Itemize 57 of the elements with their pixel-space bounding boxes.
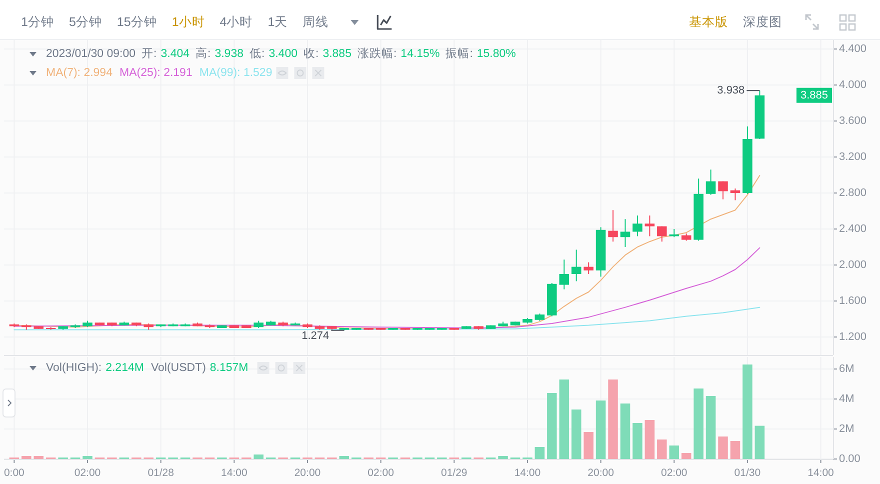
text: 3.400 — [268, 48, 298, 60]
x-tick-label: 20:00 — [294, 467, 321, 479]
y-tick-label: 3.600 — [839, 115, 867, 127]
annotation: 3.885 — [800, 89, 828, 102]
y-tick-label: 4.000 — [839, 79, 867, 91]
x-tick-label: 01/30 — [734, 467, 761, 479]
text: 深度图 — [743, 14, 782, 29]
x-tick-label: 01/29 — [441, 467, 468, 479]
text: MA(99): 1.529 — [199, 67, 272, 79]
y-tick-label: 3.200 — [839, 151, 867, 163]
y-tick-label: 4.400 — [839, 43, 867, 55]
legend: Vol(HIGH): 2.214M Vol(USDT) 8.157M — [46, 362, 248, 374]
y-tick-label: 6M — [839, 363, 854, 375]
text: 基本版 — [689, 15, 728, 29]
y-tick-label: 2.800 — [839, 187, 867, 199]
text: 振幅: — [446, 48, 473, 60]
annotation: 1.274 — [302, 330, 330, 342]
text: MA(7): 2.994 — [46, 67, 114, 79]
y-tick-label: 4M — [839, 393, 854, 405]
x-tick-label: 0:00 — [4, 467, 25, 479]
x-tick-label: 14:00 — [808, 467, 834, 479]
x-tick-label: 14:00 — [221, 467, 248, 479]
note: 3.938 — [717, 84, 760, 97]
text: 15分钟 — [116, 15, 157, 29]
x-tick-label: 14:00 — [514, 467, 541, 479]
y-tick-label: 1.200 — [839, 331, 867, 343]
text: 周线 — [302, 15, 329, 29]
text: 14.15% — [400, 48, 440, 60]
note: 1.274 — [302, 330, 345, 342]
text: 3.404 — [160, 48, 190, 60]
annotation: 3.938 — [717, 84, 745, 97]
text: 收: — [303, 48, 319, 60]
text: 1天 — [268, 15, 288, 29]
text: 1小时 — [172, 15, 205, 29]
y-tick-label: 1.600 — [839, 295, 867, 307]
text: MA(25): 2.191 — [119, 67, 192, 79]
y-tick-label: 0.00 — [839, 453, 860, 465]
text: 高: — [196, 48, 211, 60]
y-tick-label: 2.000 — [839, 259, 867, 271]
text: 5分钟 — [68, 15, 102, 29]
x-tick-label: 02:00 — [74, 467, 101, 479]
x-tick-label: 02:00 — [368, 467, 394, 479]
text: 15.80% — [476, 48, 516, 60]
text: 1分钟 — [21, 15, 54, 29]
y-tick-label: 2M — [839, 423, 854, 435]
x-tick-label: 02:00 — [660, 467, 688, 479]
text: 2023/01/30 09:00 — [46, 48, 136, 60]
x-tick-label: 20:00 — [588, 467, 614, 479]
text: 低: — [250, 48, 265, 60]
text: 涨跌幅: — [357, 48, 397, 60]
text: 4小时 — [220, 15, 253, 29]
text: 3.885 — [322, 48, 352, 60]
text: 3.938 — [214, 48, 244, 60]
y-tick-label: 2.400 — [839, 223, 867, 235]
x-tick-label: 01/28 — [148, 467, 174, 479]
text: 开: — [142, 48, 157, 60]
price-tag: 3.885 — [796, 88, 832, 103]
